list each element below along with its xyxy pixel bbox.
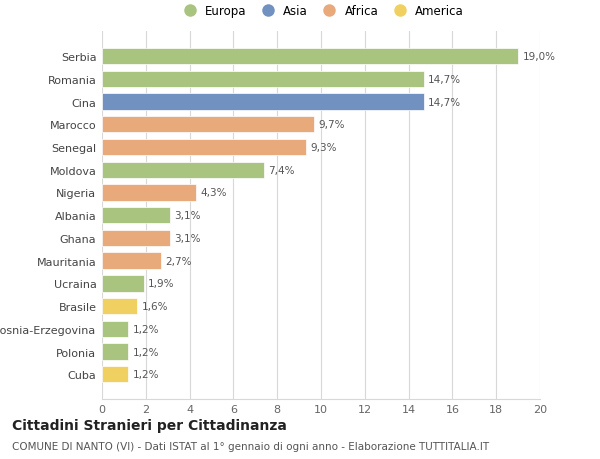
Bar — [102, 72, 424, 88]
Bar — [102, 117, 314, 133]
Text: 9,3%: 9,3% — [310, 143, 337, 153]
Bar — [102, 230, 170, 246]
Text: 19,0%: 19,0% — [523, 52, 556, 62]
Bar — [102, 366, 128, 383]
Text: 1,2%: 1,2% — [133, 347, 159, 357]
Bar — [102, 162, 264, 179]
Bar — [102, 140, 305, 156]
Text: 7,4%: 7,4% — [268, 165, 295, 175]
Text: 1,9%: 1,9% — [148, 279, 175, 289]
Text: 1,6%: 1,6% — [142, 302, 168, 311]
Text: 3,1%: 3,1% — [174, 211, 201, 221]
Text: 1,2%: 1,2% — [133, 324, 159, 334]
Bar — [102, 94, 424, 111]
Bar — [102, 298, 137, 314]
Legend: Europa, Asia, Africa, America: Europa, Asia, Africa, America — [173, 0, 469, 22]
Bar — [102, 344, 128, 360]
Text: 3,1%: 3,1% — [174, 234, 201, 243]
Text: 14,7%: 14,7% — [428, 75, 461, 84]
Text: 4,3%: 4,3% — [200, 188, 227, 198]
Bar — [102, 321, 128, 337]
Text: Cittadini Stranieri per Cittadinanza: Cittadini Stranieri per Cittadinanza — [12, 418, 287, 431]
Bar — [102, 185, 196, 201]
Bar — [102, 49, 518, 65]
Text: 9,7%: 9,7% — [319, 120, 346, 130]
Bar — [102, 253, 161, 269]
Text: 14,7%: 14,7% — [428, 97, 461, 107]
Text: 2,7%: 2,7% — [166, 256, 192, 266]
Bar — [102, 207, 170, 224]
Text: 1,2%: 1,2% — [133, 369, 159, 380]
Text: COMUNE DI NANTO (VI) - Dati ISTAT al 1° gennaio di ogni anno - Elaborazione TUTT: COMUNE DI NANTO (VI) - Dati ISTAT al 1° … — [12, 441, 489, 451]
Bar — [102, 275, 143, 292]
